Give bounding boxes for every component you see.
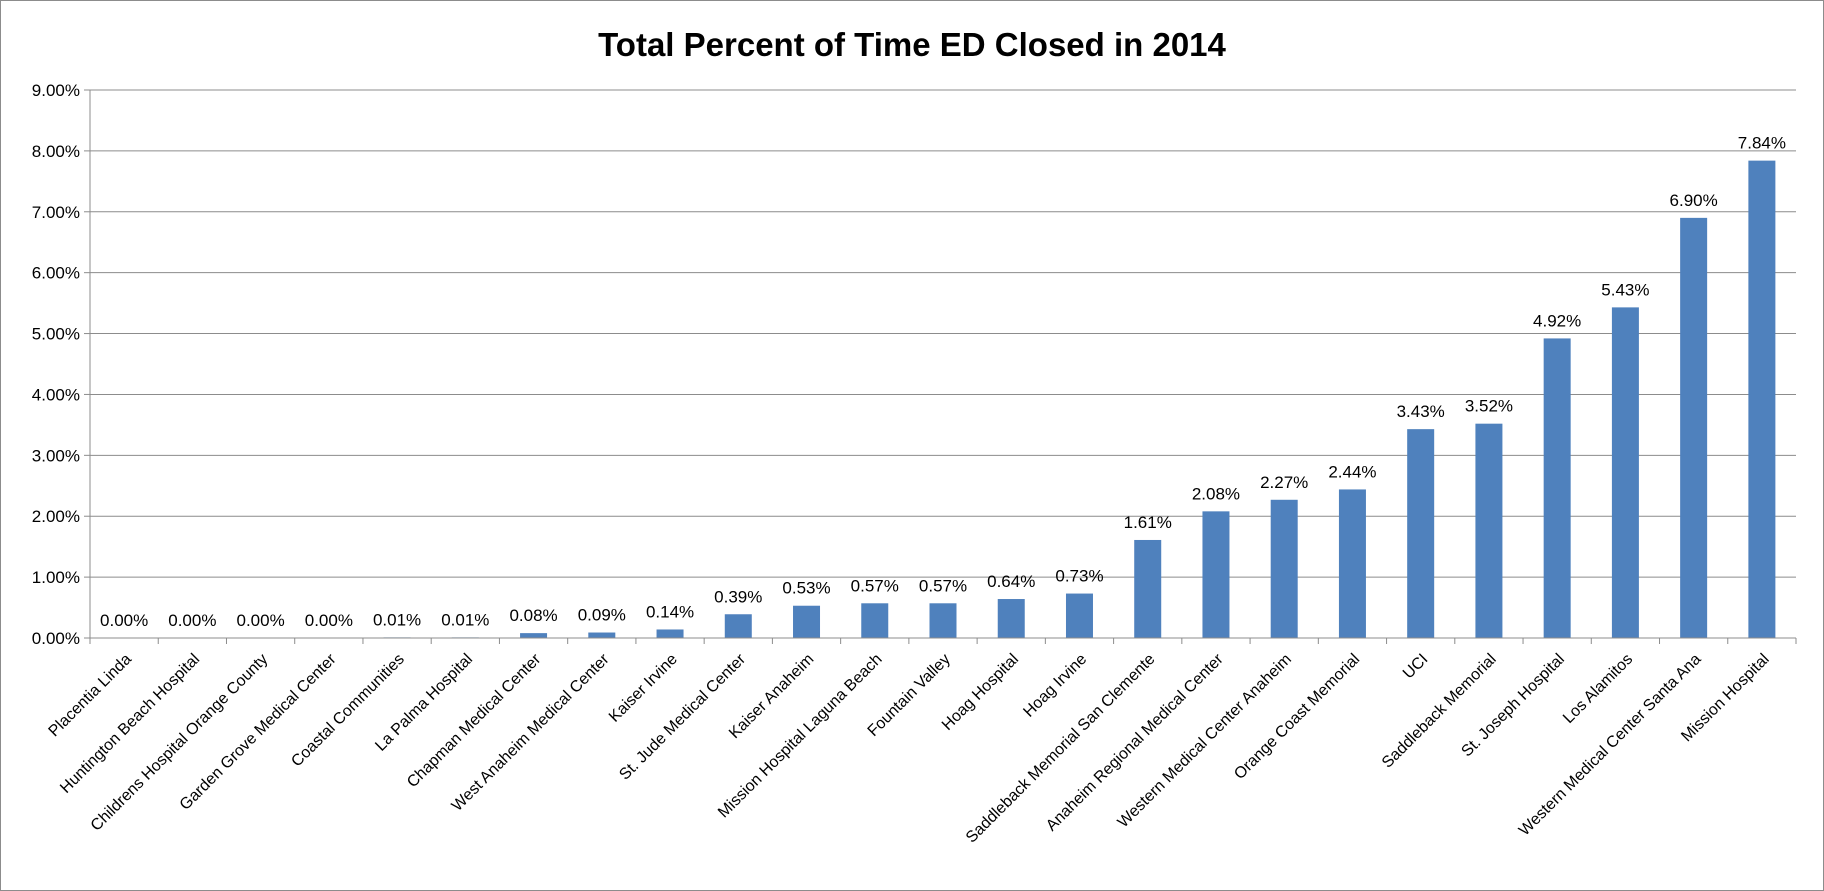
bar [1475,423,1503,638]
chart-title: Total Percent of Time ED Closed in 2014 [598,26,1226,63]
data-label: 2.08% [1192,484,1240,503]
data-label: 2.27% [1260,473,1308,492]
y-tick-label: 7.00% [32,203,80,222]
data-label: 0.08% [509,606,557,625]
bar [997,599,1025,638]
bar [656,629,684,638]
category-label: Orange Coast Memorial [1231,651,1363,783]
bar [1611,307,1639,638]
data-label: 3.43% [1397,402,1445,421]
bar [1543,338,1571,638]
data-label: 0.73% [1055,567,1103,586]
data-label: 0.39% [714,587,762,606]
bar [1202,511,1230,638]
data-label: 0.57% [919,576,967,595]
y-tick-label: 3.00% [32,446,80,465]
bar [724,614,752,638]
axes [84,89,1797,644]
bar [793,605,821,638]
category-label: Los Alamitos [1560,651,1636,727]
data-label: 0.57% [851,576,899,595]
data-label: 0.01% [373,610,421,629]
category-label: UCI [1400,651,1432,683]
data-label: 0.64% [987,572,1035,591]
bar [520,633,548,638]
data-label: 5.43% [1601,280,1649,299]
bar [1407,429,1435,638]
bar [1338,489,1366,638]
category-label: St. Jude Medical Center [616,650,749,783]
data-label: 0.00% [236,611,284,630]
data-labels: 0.00% 0.00% 0.00% 0.00% 0.01% 0.01% 0.08% 0.09%… [100,134,1786,630]
data-label: 3.52% [1465,397,1513,416]
bar [588,632,616,638]
category-label: Saddleback Memorial [1379,651,1500,772]
data-label: 0.00% [305,611,353,630]
category-label: Huntington Beach Hospital [57,651,203,797]
y-tick-label: 0.00% [32,629,80,648]
bar [1134,539,1162,638]
data-label: 0.14% [646,602,694,621]
category-label: Kaiser Irvine [606,651,681,726]
y-tick-label: 6.00% [32,264,80,283]
category-label: Chapman Medical Center [404,650,545,791]
data-label: 0.00% [100,611,148,630]
y-tick-label: 8.00% [32,142,80,161]
y-axis-tick-labels: 0.00% 1.00% 2.00% 3.00% 4.00% 5.00% 6.00% 7.00%… [32,81,80,648]
y-tick-label: 2.00% [32,507,80,526]
bar [1065,593,1093,638]
category-label: Hoag Irvine [1020,651,1090,721]
bar [1680,217,1708,638]
bar [929,603,957,638]
data-label: 0.01% [441,610,489,629]
data-label: 7.84% [1738,134,1786,153]
gridlines [90,89,1796,578]
data-label: 1.61% [1124,513,1172,532]
bar [1748,160,1776,638]
data-label: 6.90% [1670,191,1718,210]
data-label: 2.44% [1328,462,1376,481]
bar [1270,499,1298,638]
y-tick-label: 9.00% [32,81,80,100]
bar [861,603,889,638]
y-tick-label: 1.00% [32,568,80,587]
data-label: 4.92% [1533,311,1581,330]
data-label: 0.09% [578,606,626,625]
y-tick-label: 5.00% [32,325,80,344]
data-label: 0.00% [168,611,216,630]
category-label: Coastal Communities [288,651,408,771]
y-tick-label: 4.00% [32,385,80,404]
bars [383,160,1776,638]
data-label: 0.53% [782,579,830,598]
